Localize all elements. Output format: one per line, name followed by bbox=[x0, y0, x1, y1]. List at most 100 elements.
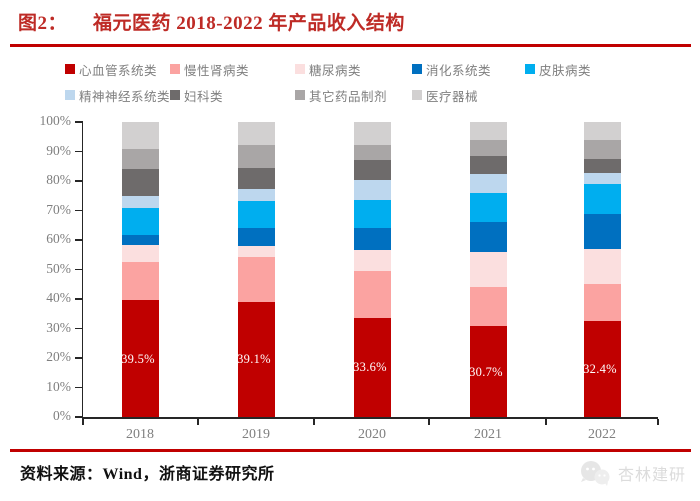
bar-data-label: 39.1% bbox=[237, 352, 271, 367]
legend-label: 精神神经系统类 bbox=[79, 89, 171, 104]
bar-segment bbox=[237, 168, 275, 190]
figure-number: 图2： bbox=[18, 13, 68, 34]
stacked-bar-2021: 30.7% bbox=[469, 122, 507, 417]
y-axis-tick bbox=[75, 357, 83, 359]
x-axis-tick bbox=[197, 419, 199, 425]
y-axis-label: 30% bbox=[46, 319, 71, 335]
x-axis-label: 2020 bbox=[358, 427, 386, 442]
x-axis-label: 2021 bbox=[474, 427, 502, 442]
plot-area: 0% 10% 20% 30% 40% 50% 60% 70% 80% 90% 100% 2018 201… bbox=[40, 113, 659, 442]
wechat-logo-icon bbox=[580, 461, 610, 486]
bar-segment bbox=[353, 159, 391, 181]
y-axis-tick bbox=[75, 268, 83, 271]
y-axis-label: 70% bbox=[46, 201, 71, 217]
legend-label: 糖尿病类 bbox=[309, 63, 362, 78]
y-axis-tick bbox=[75, 121, 83, 123]
legend-item: 糖尿病类 bbox=[295, 62, 362, 78]
bar-segment bbox=[121, 148, 159, 170]
footer-divider bbox=[10, 449, 691, 452]
bar-segment bbox=[353, 227, 391, 251]
bar-segment bbox=[353, 199, 391, 228]
legend-item: 慢性肾病类 bbox=[170, 62, 249, 78]
bar-segment bbox=[237, 301, 275, 417]
y-axis-tick bbox=[75, 180, 83, 182]
legend-swatch-icon bbox=[295, 90, 305, 100]
legend-label: 其它药品制剂 bbox=[309, 89, 388, 104]
bar-segment bbox=[353, 122, 391, 146]
legend-item: 心血管系统类 bbox=[65, 62, 157, 78]
bar-segment bbox=[121, 196, 159, 208]
x-axis-tick bbox=[313, 419, 315, 425]
y-axis-label: 60% bbox=[46, 231, 71, 246]
legend-swatch-icon bbox=[65, 90, 75, 100]
x-axis-label: 2022 bbox=[588, 427, 616, 442]
bar-data-label: 32.4% bbox=[583, 362, 617, 377]
y-axis-tick bbox=[75, 150, 83, 153]
legend-swatch-icon bbox=[170, 90, 180, 100]
x-axis-tick bbox=[545, 419, 547, 425]
legend-label: 医疗器械 bbox=[426, 89, 479, 104]
legend-swatch-icon bbox=[65, 64, 75, 74]
bar-segment bbox=[121, 234, 159, 246]
title-divider bbox=[10, 44, 691, 47]
bar-segment bbox=[469, 286, 507, 327]
bar-segment bbox=[121, 169, 159, 197]
stacked-bar-2022: 32.4% bbox=[583, 122, 621, 417]
bar-segment bbox=[583, 140, 621, 159]
bar-segment bbox=[583, 321, 621, 417]
x-axis-label: 2019 bbox=[242, 427, 270, 442]
bar-segment bbox=[469, 221, 507, 252]
y-axis-tick bbox=[75, 327, 83, 330]
legend-swatch-icon bbox=[412, 64, 422, 74]
bar-segment bbox=[469, 193, 507, 222]
legend-item: 其它药品制剂 bbox=[295, 88, 388, 104]
bar-segment bbox=[583, 122, 621, 141]
bar-data-label: 39.5% bbox=[121, 351, 155, 366]
bar-segment bbox=[237, 227, 275, 246]
bar-segment bbox=[583, 283, 621, 322]
bar-segment bbox=[237, 145, 275, 169]
y-axis-tick bbox=[75, 386, 83, 389]
bar-segment bbox=[237, 245, 275, 258]
x-axis-tick bbox=[82, 419, 84, 425]
legend-swatch-icon bbox=[295, 64, 305, 74]
bar-segment bbox=[353, 250, 391, 272]
bar-segment bbox=[121, 262, 159, 301]
bar-data-label: 33.6% bbox=[353, 360, 387, 375]
bar-segment bbox=[353, 145, 391, 160]
bar-segment bbox=[583, 172, 621, 185]
bar-segment bbox=[469, 174, 507, 194]
y-axis-label: 0% bbox=[53, 408, 71, 423]
legend-swatch-icon bbox=[525, 64, 535, 74]
y-axis-label: 90% bbox=[46, 142, 71, 158]
legend-item: 妇科类 bbox=[170, 88, 223, 104]
y-axis-label: 80% bbox=[46, 172, 71, 187]
bar-segment bbox=[121, 207, 159, 235]
bar-segment bbox=[469, 251, 507, 287]
bar-segment bbox=[237, 257, 275, 302]
bar-segment bbox=[583, 213, 621, 249]
watermark-text: 杏林建研 bbox=[617, 467, 686, 484]
bar-segment bbox=[121, 122, 159, 149]
y-axis-label: 40% bbox=[46, 290, 71, 305]
stacked-bar-2020: 33.6% bbox=[353, 122, 391, 417]
legend-item: 医疗器械 bbox=[412, 88, 479, 104]
stacked-bar-2018: 39.5% bbox=[121, 122, 159, 417]
y-axis-label: 10% bbox=[46, 378, 71, 394]
bar-segment bbox=[353, 271, 391, 318]
y-axis-tick bbox=[75, 239, 83, 241]
x-axis-label: 2018 bbox=[126, 427, 154, 442]
y-axis-label: 50% bbox=[46, 260, 71, 276]
y-axis-label: 100% bbox=[39, 113, 72, 128]
y-axis-tick bbox=[75, 209, 83, 212]
legend-item: 皮肤病类 bbox=[525, 62, 591, 78]
legend-item: 精神神经系统类 bbox=[65, 88, 171, 104]
bar-segment bbox=[469, 155, 507, 175]
bar-segment bbox=[237, 201, 275, 228]
bar-segment bbox=[583, 248, 621, 284]
bar-segment bbox=[353, 317, 391, 417]
x-axis-tick bbox=[657, 419, 659, 425]
legend-swatch-icon bbox=[170, 64, 180, 74]
bar-segment bbox=[469, 326, 507, 417]
